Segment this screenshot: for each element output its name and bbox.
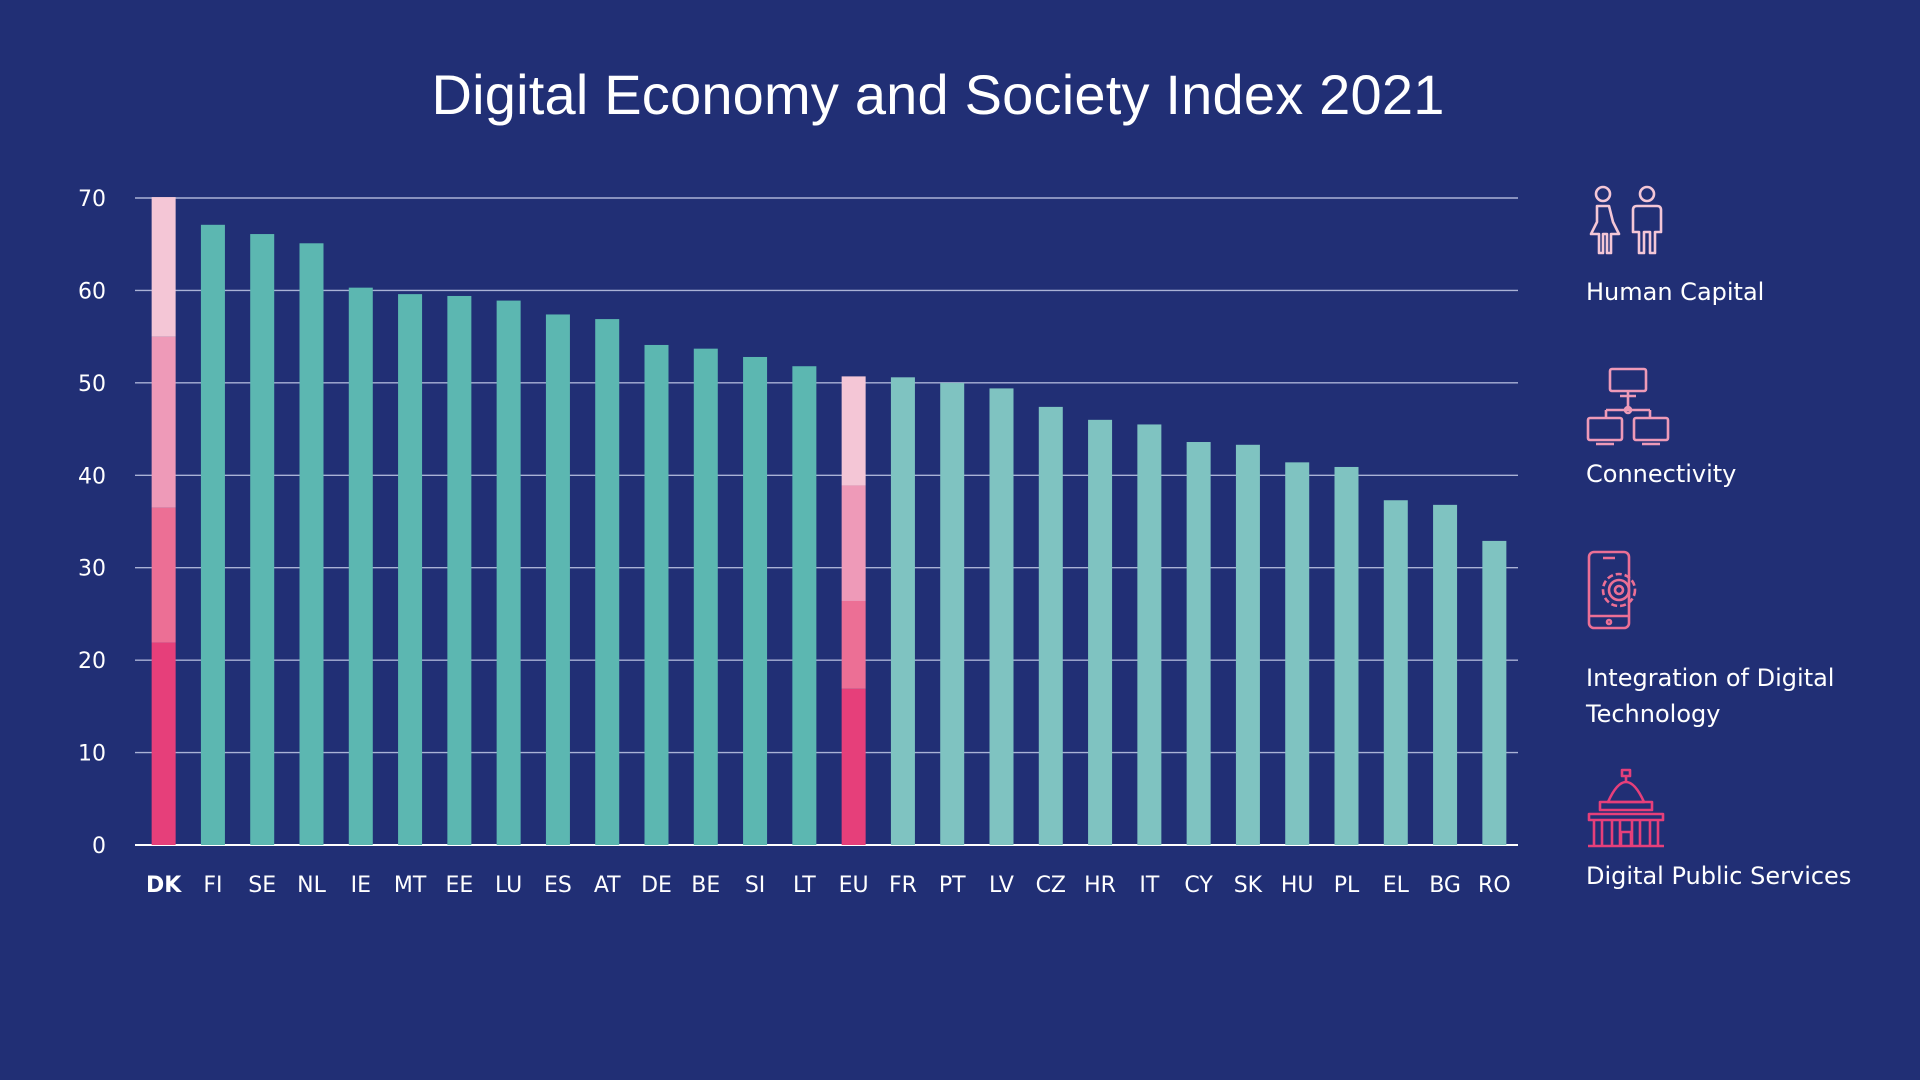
bar-el bbox=[1383, 500, 1408, 845]
bar-si bbox=[743, 356, 768, 845]
y-tick-label: 40 bbox=[78, 464, 106, 489]
bar-segment-dk bbox=[151, 197, 176, 337]
bar-lu bbox=[496, 300, 521, 845]
x-tick-label: RO bbox=[1478, 873, 1511, 898]
legend-item-human-capital: Human Capital bbox=[1586, 184, 1886, 310]
y-tick-label: 20 bbox=[78, 649, 106, 674]
bar-mt bbox=[398, 294, 423, 845]
people-icon bbox=[1589, 185, 1663, 255]
x-tick-label: FI bbox=[203, 873, 222, 898]
network-icon bbox=[1586, 367, 1670, 446]
x-tick-label: IT bbox=[1139, 873, 1159, 898]
bar-chart: 0 10 20 30 40 50 60 70 DK FI SE NL IE MT EE LU ES AT DE BE… bbox=[78, 187, 1518, 898]
legend-item-digital-public-services: Digital Public Services bbox=[1586, 768, 1886, 894]
bar-it bbox=[1137, 424, 1162, 845]
x-tick-label: CZ bbox=[1036, 873, 1066, 898]
x-tick-label: SE bbox=[248, 873, 276, 898]
bar-de bbox=[644, 344, 669, 845]
gridlines bbox=[135, 197, 1518, 846]
x-tick-label: BG bbox=[1429, 873, 1461, 898]
x-tick-label: DK bbox=[146, 873, 182, 898]
legend-label: Digital Public Services bbox=[1586, 862, 1852, 890]
x-tick-label: EE bbox=[445, 873, 473, 898]
chart-title: Digital Economy and Society Index 2021 bbox=[431, 63, 1445, 126]
x-tick-label: LV bbox=[989, 873, 1014, 898]
bar-es bbox=[545, 314, 570, 846]
bar-ro bbox=[1482, 540, 1507, 845]
bar-fi bbox=[200, 224, 225, 845]
bar-pl bbox=[1334, 466, 1359, 845]
x-tick-label: AT bbox=[594, 873, 621, 898]
y-tick-label: 70 bbox=[78, 187, 106, 212]
bar-se bbox=[250, 234, 275, 846]
bar-hr bbox=[1088, 419, 1113, 845]
bar-bg bbox=[1433, 504, 1458, 845]
y-tick-label: 0 bbox=[92, 834, 106, 859]
government-building-icon bbox=[1587, 768, 1665, 848]
x-axis-ticks: DK FI SE NL IE MT EE LU ES AT DE BE SI LT EU FR PT LV CZ HR… bbox=[146, 873, 1511, 898]
y-tick-label: 10 bbox=[78, 742, 106, 767]
bar-ie bbox=[348, 287, 373, 845]
y-tick-label: 30 bbox=[78, 557, 106, 582]
bar-segment-dk bbox=[151, 507, 176, 643]
x-tick-label: IE bbox=[351, 873, 371, 898]
phone-gear-icon bbox=[1587, 550, 1637, 630]
legend-item-connectivity: Connectivity bbox=[1586, 366, 1886, 492]
bar-nl bbox=[299, 243, 324, 846]
x-tick-label: SI bbox=[745, 873, 765, 898]
bar-cz bbox=[1038, 406, 1063, 845]
y-tick-label: 50 bbox=[78, 372, 106, 397]
bar-segment-eu bbox=[841, 688, 866, 845]
legend-label: Human Capital bbox=[1586, 278, 1765, 306]
legend-item-integration: Integration of Digital Technology bbox=[1586, 550, 1886, 732]
x-tick-label: ES bbox=[544, 873, 572, 898]
bar-hu bbox=[1285, 462, 1310, 845]
bar-segment-eu bbox=[841, 485, 866, 601]
bar-segment-dk bbox=[151, 336, 176, 508]
bar-cy bbox=[1186, 442, 1211, 845]
bar-lt bbox=[792, 366, 817, 845]
bar-segment-eu bbox=[841, 376, 866, 486]
bar-segment-dk bbox=[151, 642, 176, 845]
x-tick-label: LU bbox=[495, 873, 522, 898]
bar-lv bbox=[989, 388, 1014, 845]
x-tick-label: HR bbox=[1084, 873, 1116, 898]
legend-label: Connectivity bbox=[1586, 460, 1737, 488]
bar-be bbox=[693, 348, 718, 845]
x-tick-label: PL bbox=[1334, 873, 1360, 898]
x-tick-label: LT bbox=[793, 873, 816, 898]
x-tick-label: DE bbox=[641, 873, 672, 898]
x-tick-label: FR bbox=[889, 873, 917, 898]
bar-at bbox=[595, 319, 620, 845]
x-tick-label: NL bbox=[297, 873, 326, 898]
bar-pt bbox=[940, 382, 965, 845]
x-tick-label: EU bbox=[839, 873, 869, 898]
x-tick-label: PT bbox=[939, 873, 966, 898]
bar-sk bbox=[1235, 444, 1260, 845]
x-tick-label: HU bbox=[1281, 873, 1314, 898]
legend-label: Integration of Digital Technology bbox=[1586, 664, 1835, 728]
y-tick-label: 60 bbox=[78, 279, 106, 304]
x-tick-label: EL bbox=[1383, 873, 1410, 898]
bar-fr bbox=[890, 377, 915, 845]
x-tick-label: MT bbox=[394, 873, 427, 898]
bars bbox=[151, 197, 1507, 846]
x-tick-label: BE bbox=[691, 873, 720, 898]
bar-segment-eu bbox=[841, 600, 866, 689]
x-tick-label: SK bbox=[1234, 873, 1263, 898]
y-axis-ticks: 0 10 20 30 40 50 60 70 bbox=[78, 187, 106, 859]
x-tick-label: CY bbox=[1184, 873, 1213, 898]
bar-ee bbox=[447, 295, 472, 846]
